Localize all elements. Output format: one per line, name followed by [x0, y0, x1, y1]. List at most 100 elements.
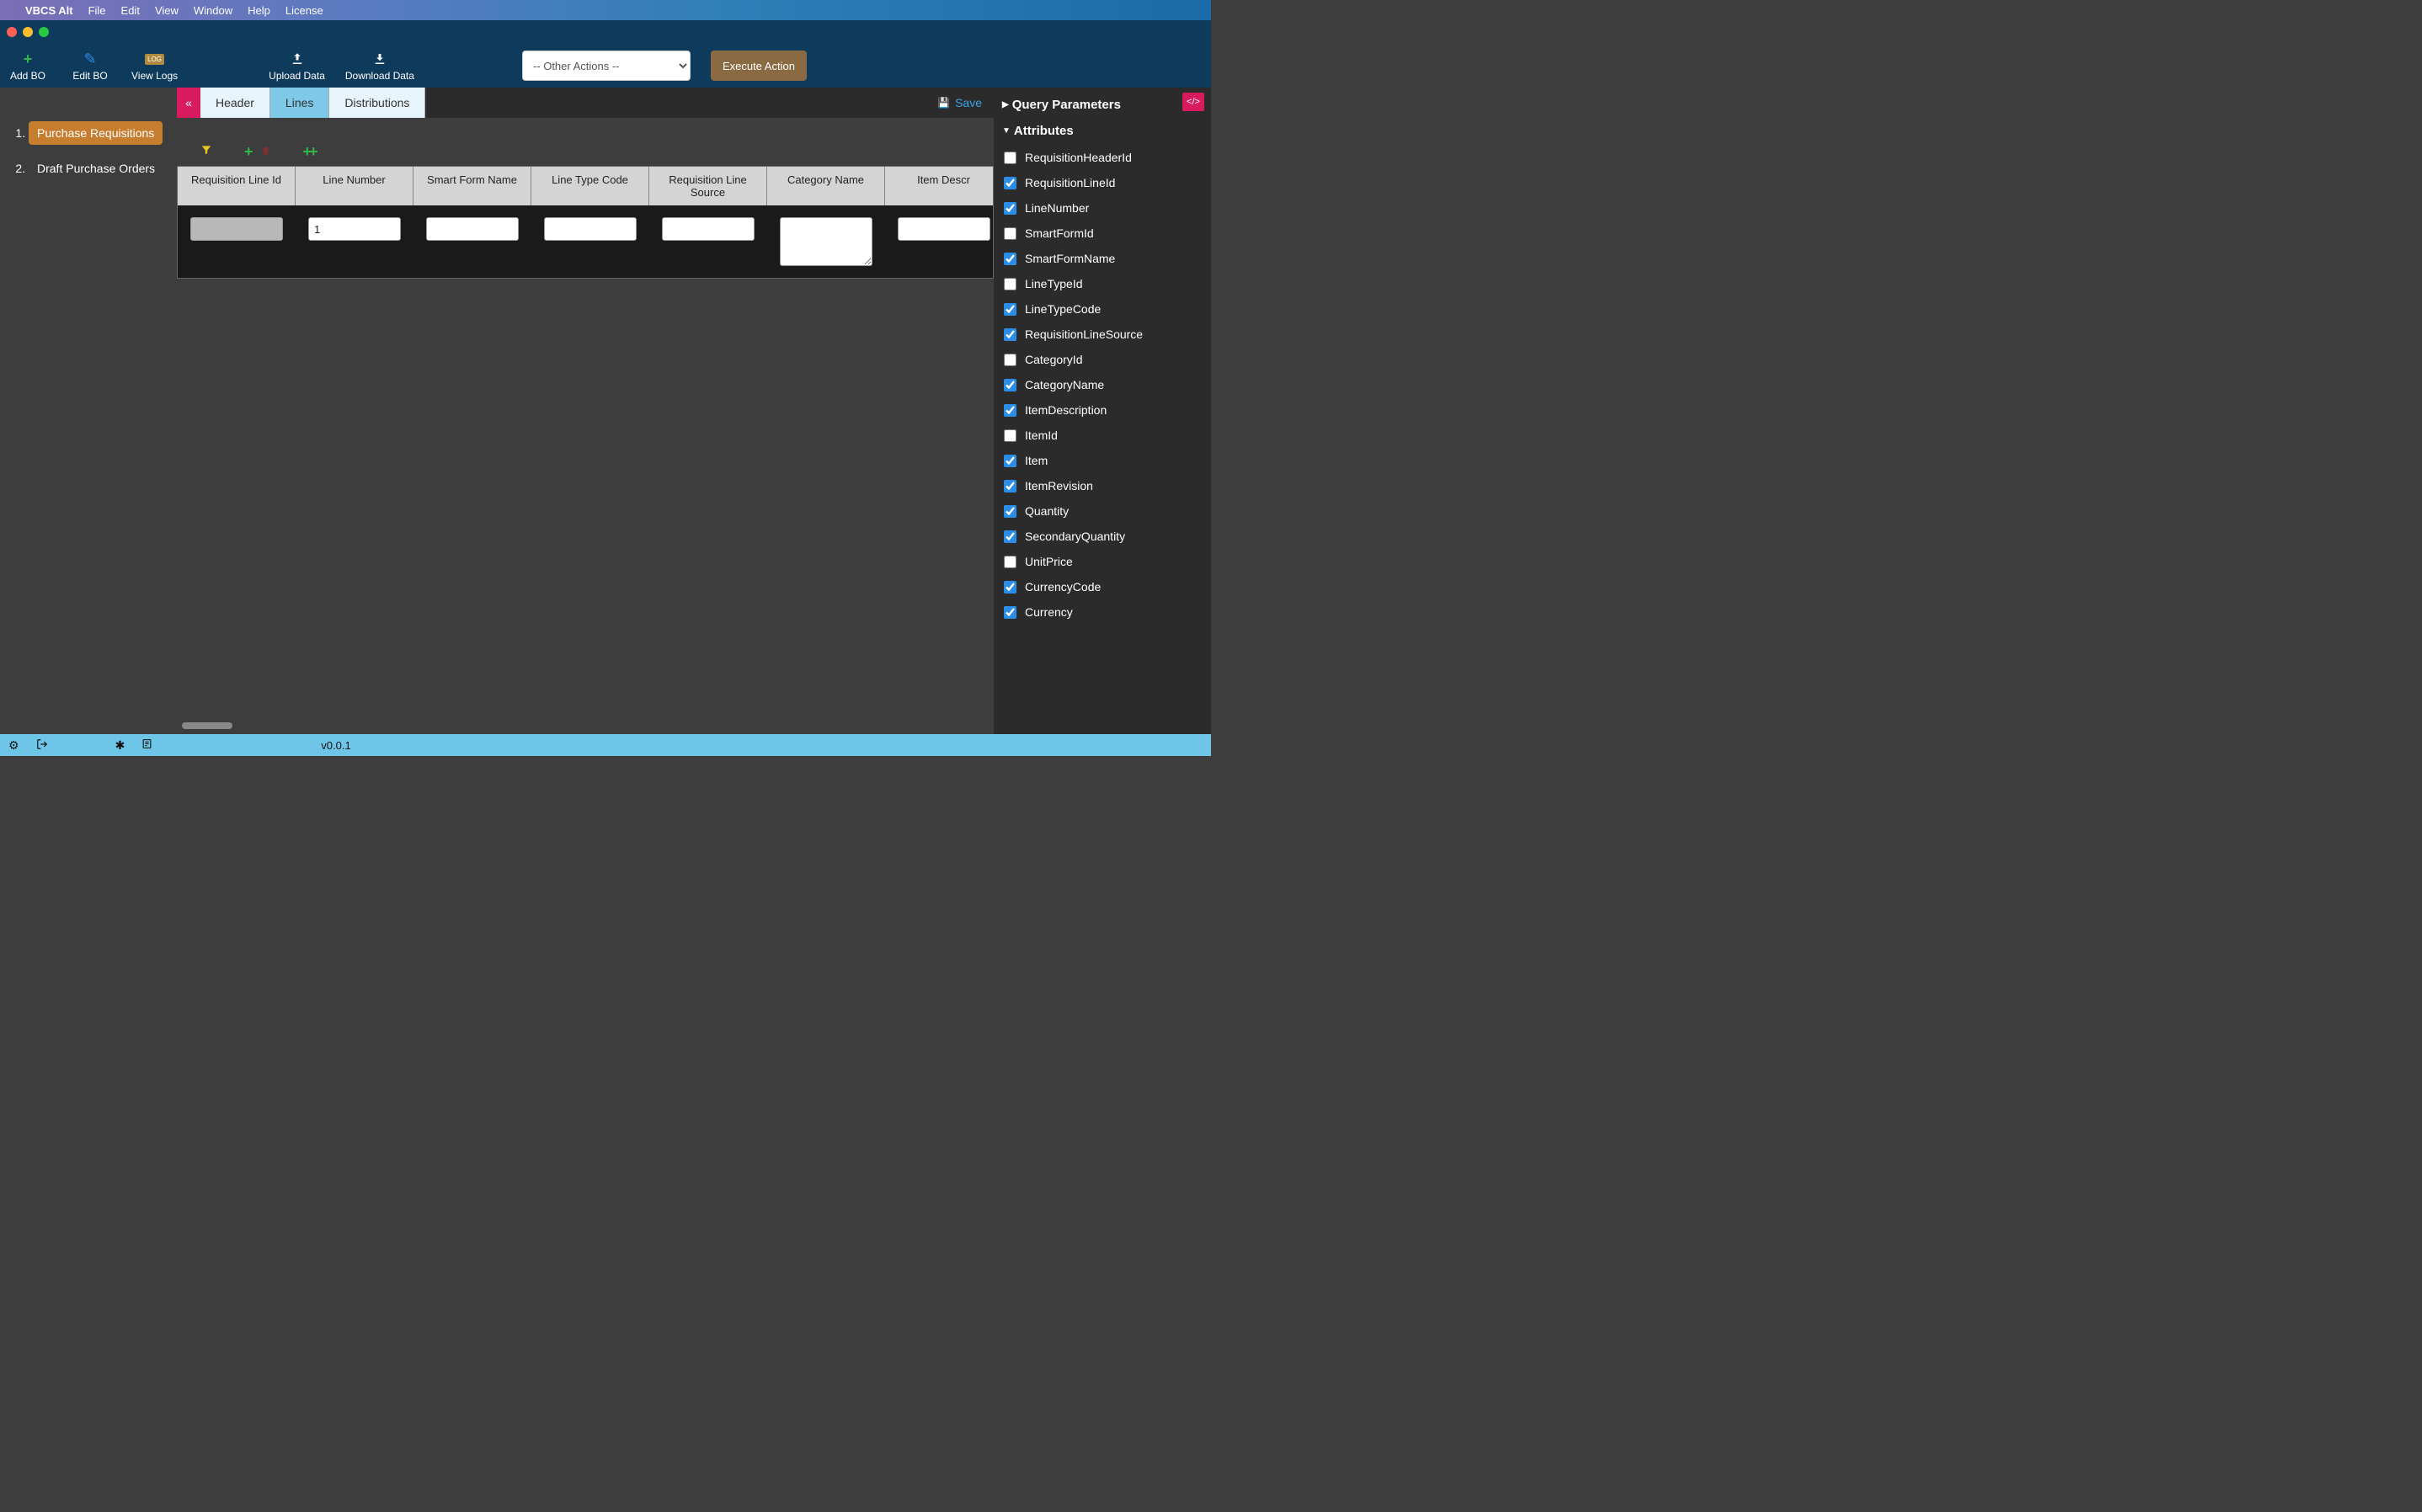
attribute-item: Quantity	[1004, 498, 1203, 524]
grid-column-header[interactable]: Requisition Line Source	[649, 167, 767, 205]
menu-edit[interactable]: Edit	[121, 4, 140, 17]
attribute-item: LineTypeId	[1004, 271, 1203, 296]
collapse-sidebar-button[interactable]: «	[177, 88, 200, 118]
add-row-icon[interactable]: +	[244, 143, 253, 161]
attribute-checkbox[interactable]	[1004, 429, 1016, 442]
query-parameters-header[interactable]: ▶ Query Parameters	[1002, 94, 1203, 115]
attribute-checkbox[interactable]	[1004, 404, 1016, 417]
sidebar-item-1[interactable]: Draft Purchase Orders	[29, 157, 168, 180]
grid-toolbar: + ++	[177, 143, 994, 161]
maximize-window-icon[interactable]	[39, 27, 49, 37]
add-bo-button[interactable]: + Add BO	[7, 50, 49, 82]
content-header: « HeaderLinesDistributions 💾 Save	[177, 88, 994, 118]
logs-icon: LOG	[145, 50, 164, 68]
upload-data-label: Upload Data	[269, 70, 325, 82]
requisition-line-source-input[interactable]	[662, 217, 755, 241]
view-logs-button[interactable]: LOG View Logs	[131, 50, 178, 82]
attribute-checkbox[interactable]	[1004, 354, 1016, 366]
horizontal-scrollbar[interactable]	[182, 722, 232, 729]
attribute-checkbox[interactable]	[1004, 177, 1016, 189]
grid-column-header[interactable]: Smart Form Name	[413, 167, 531, 205]
grid-header-row: Requisition Line IdLine NumberSmart Form…	[178, 167, 993, 205]
attribute-checkbox[interactable]	[1004, 152, 1016, 164]
upload-data-button[interactable]: Upload Data	[269, 50, 325, 82]
delete-row-icon[interactable]	[260, 146, 271, 159]
grid-column-header[interactable]: Category Name	[767, 167, 885, 205]
statusbar: ⚙ ✱ v0.0.1	[0, 734, 1211, 756]
tab-distributions[interactable]: Distributions	[329, 88, 425, 118]
smart-form-name-input[interactable]	[426, 217, 519, 241]
tab-header[interactable]: Header	[200, 88, 270, 118]
add-bo-label: Add BO	[10, 70, 45, 82]
download-data-button[interactable]: Download Data	[345, 50, 414, 82]
logout-icon[interactable]	[36, 738, 48, 753]
app-name[interactable]: VBCS Alt	[25, 4, 73, 17]
save-button[interactable]: 💾 Save	[926, 88, 994, 118]
attribute-checkbox[interactable]	[1004, 379, 1016, 391]
attribute-item: UnitPrice	[1004, 549, 1203, 574]
attribute-item: SmartFormId	[1004, 221, 1203, 246]
settings-icon[interactable]: ⚙	[8, 738, 19, 753]
save-label: Save	[955, 96, 982, 109]
edit-bo-label: Edit BO	[72, 70, 107, 82]
attribute-checkbox[interactable]	[1004, 606, 1016, 619]
attribute-checkbox[interactable]	[1004, 530, 1016, 543]
attribute-checkbox[interactable]	[1004, 278, 1016, 290]
collapsed-icon: ▶	[1002, 100, 1009, 109]
upload-icon	[290, 50, 305, 68]
grid-column-header[interactable]: Requisition Line Id	[178, 167, 296, 205]
grid-column-header[interactable]: Line Number	[296, 167, 413, 205]
attribute-item: RequisitionHeaderId	[1004, 145, 1203, 170]
attribute-item: SecondaryQuantity	[1004, 524, 1203, 549]
query-parameters-label: Query Parameters	[1012, 98, 1121, 112]
menu-view[interactable]: View	[155, 4, 179, 17]
attribute-label: Quantity	[1025, 504, 1069, 518]
attribute-checkbox[interactable]	[1004, 202, 1016, 215]
item-description-input[interactable]	[898, 217, 990, 241]
line-type-code-input[interactable]	[544, 217, 637, 241]
attribute-item: LineNumber	[1004, 195, 1203, 221]
attribute-checkbox[interactable]	[1004, 253, 1016, 265]
attribute-checkbox[interactable]	[1004, 328, 1016, 341]
expanded-icon: ▼	[1002, 126, 1011, 136]
grid-container: + ++ Requisition Line IdLine NumberSmart…	[177, 118, 994, 734]
filter-icon[interactable]	[200, 144, 212, 160]
attribute-checkbox[interactable]	[1004, 581, 1016, 594]
minimize-window-icon[interactable]	[23, 27, 33, 37]
attribute-checkbox[interactable]	[1004, 227, 1016, 240]
attribute-item: RequisitionLineId	[1004, 170, 1203, 195]
tab-lines[interactable]: Lines	[270, 88, 329, 118]
category-name-input[interactable]	[780, 217, 872, 266]
attribute-label: Currency	[1025, 605, 1073, 619]
sidebar-item-0[interactable]: Purchase Requisitions	[29, 121, 168, 145]
plus-icon: +	[24, 50, 33, 68]
close-window-icon[interactable]	[7, 27, 17, 37]
menu-help[interactable]: Help	[248, 4, 270, 17]
attribute-checkbox[interactable]	[1004, 480, 1016, 492]
attribute-checkbox[interactable]	[1004, 556, 1016, 568]
edit-bo-button[interactable]: ✎ Edit BO	[69, 50, 111, 82]
grid-column-header[interactable]: Item Descr	[885, 167, 994, 205]
code-view-toggle[interactable]: </>	[1182, 93, 1204, 111]
line-number-input[interactable]	[308, 217, 401, 241]
other-actions-select[interactable]: -- Other Actions --	[522, 51, 691, 81]
attribute-label: ItemRevision	[1025, 479, 1093, 492]
attributes-header[interactable]: ▼ Attributes	[1002, 120, 1203, 141]
execute-action-button[interactable]: Execute Action	[711, 51, 807, 81]
attribute-label: SmartFormName	[1025, 252, 1115, 265]
attribute-checkbox[interactable]	[1004, 455, 1016, 467]
download-icon	[372, 50, 387, 68]
menu-license[interactable]: License	[285, 4, 323, 17]
bug-icon[interactable]: ✱	[115, 738, 125, 753]
attribute-checkbox[interactable]	[1004, 505, 1016, 518]
grid-column-header[interactable]: Line Type Code	[531, 167, 649, 205]
attribute-label: CategoryId	[1025, 353, 1082, 366]
attribute-checkbox[interactable]	[1004, 303, 1016, 316]
notes-icon[interactable]	[141, 738, 152, 752]
business-objects-sidebar: Purchase Requisitions Draft Purchase Orde…	[0, 88, 177, 734]
menu-window[interactable]: Window	[194, 4, 232, 17]
menu-file[interactable]: File	[88, 4, 106, 17]
add-multiple-rows-icon[interactable]: ++	[303, 143, 316, 161]
attribute-item: CategoryId	[1004, 347, 1203, 372]
attribute-label: CurrencyCode	[1025, 580, 1101, 594]
